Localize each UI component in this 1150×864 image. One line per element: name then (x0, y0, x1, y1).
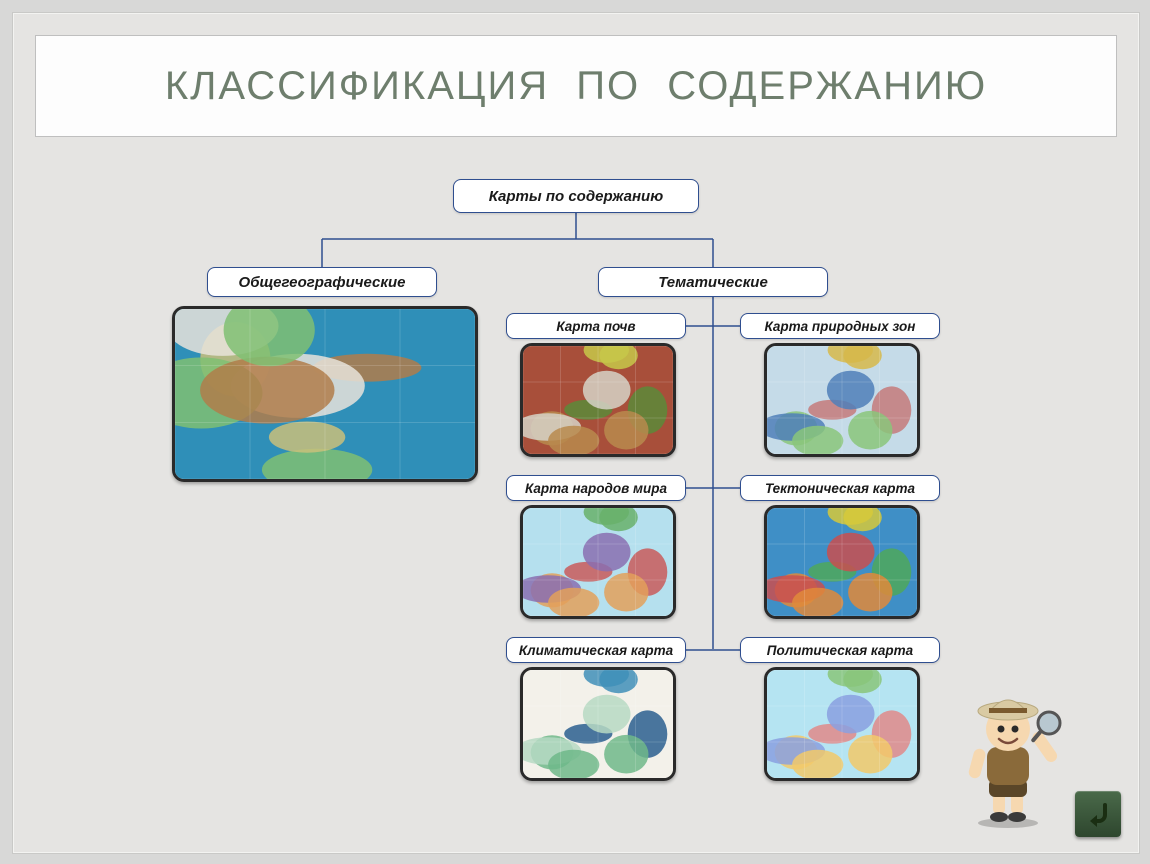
node-leaf-political-map: Политическая карта (740, 637, 940, 663)
thumb-political-map (764, 667, 920, 781)
return-nav-button[interactable] (1075, 791, 1121, 837)
node-leaf-natural-zones-map: Карта природных зон (740, 313, 940, 339)
node-cat-them-label: Тематические (658, 274, 768, 291)
thumb-general-geographic-map (172, 306, 478, 482)
slide-frame: КЛАССИФИКАЦИЯ ПО СОДЕРЖАНИЮ Карты по сод… (12, 12, 1140, 854)
node-root: Карты по содержанию (453, 179, 699, 213)
thumb-climate-map (520, 667, 676, 781)
return-arrow-icon (1083, 799, 1113, 829)
node-cat-geo-label: Общегеографические (239, 274, 406, 291)
node-leaf-natzon-label: Карта природных зон (765, 319, 916, 334)
node-leaf-soil-label: Карта почв (556, 319, 635, 334)
explorer-mascot-icon (953, 689, 1063, 829)
node-leaf-peoples-label: Карта народов мира (525, 481, 667, 496)
slide-title: КЛАССИФИКАЦИЯ ПО СОДЕРЖАНИЮ (165, 64, 987, 109)
node-leaf-soil-map: Карта почв (506, 313, 686, 339)
node-category-thematic: Тематические (598, 267, 828, 297)
node-root-label: Карты по содержанию (489, 188, 663, 205)
title-box: КЛАССИФИКАЦИЯ ПО СОДЕРЖАНИЮ (35, 35, 1117, 137)
node-leaf-polit-label: Политическая карта (767, 643, 913, 658)
thumb-peoples-map (520, 505, 676, 619)
node-leaf-tectonic-map: Тектоническая карта (740, 475, 940, 501)
node-leaf-climate-map: Климатическая карта (506, 637, 686, 663)
node-leaf-peoples-map: Карта народов мира (506, 475, 686, 501)
node-category-general-geographic: Общегеографические (207, 267, 437, 297)
thumb-natural-zones-map (764, 343, 920, 457)
thumb-soil-map (520, 343, 676, 457)
node-leaf-tecton-label: Тектоническая карта (765, 481, 915, 496)
thumb-tectonic-map (764, 505, 920, 619)
node-leaf-climate-label: Климатическая карта (519, 643, 673, 658)
